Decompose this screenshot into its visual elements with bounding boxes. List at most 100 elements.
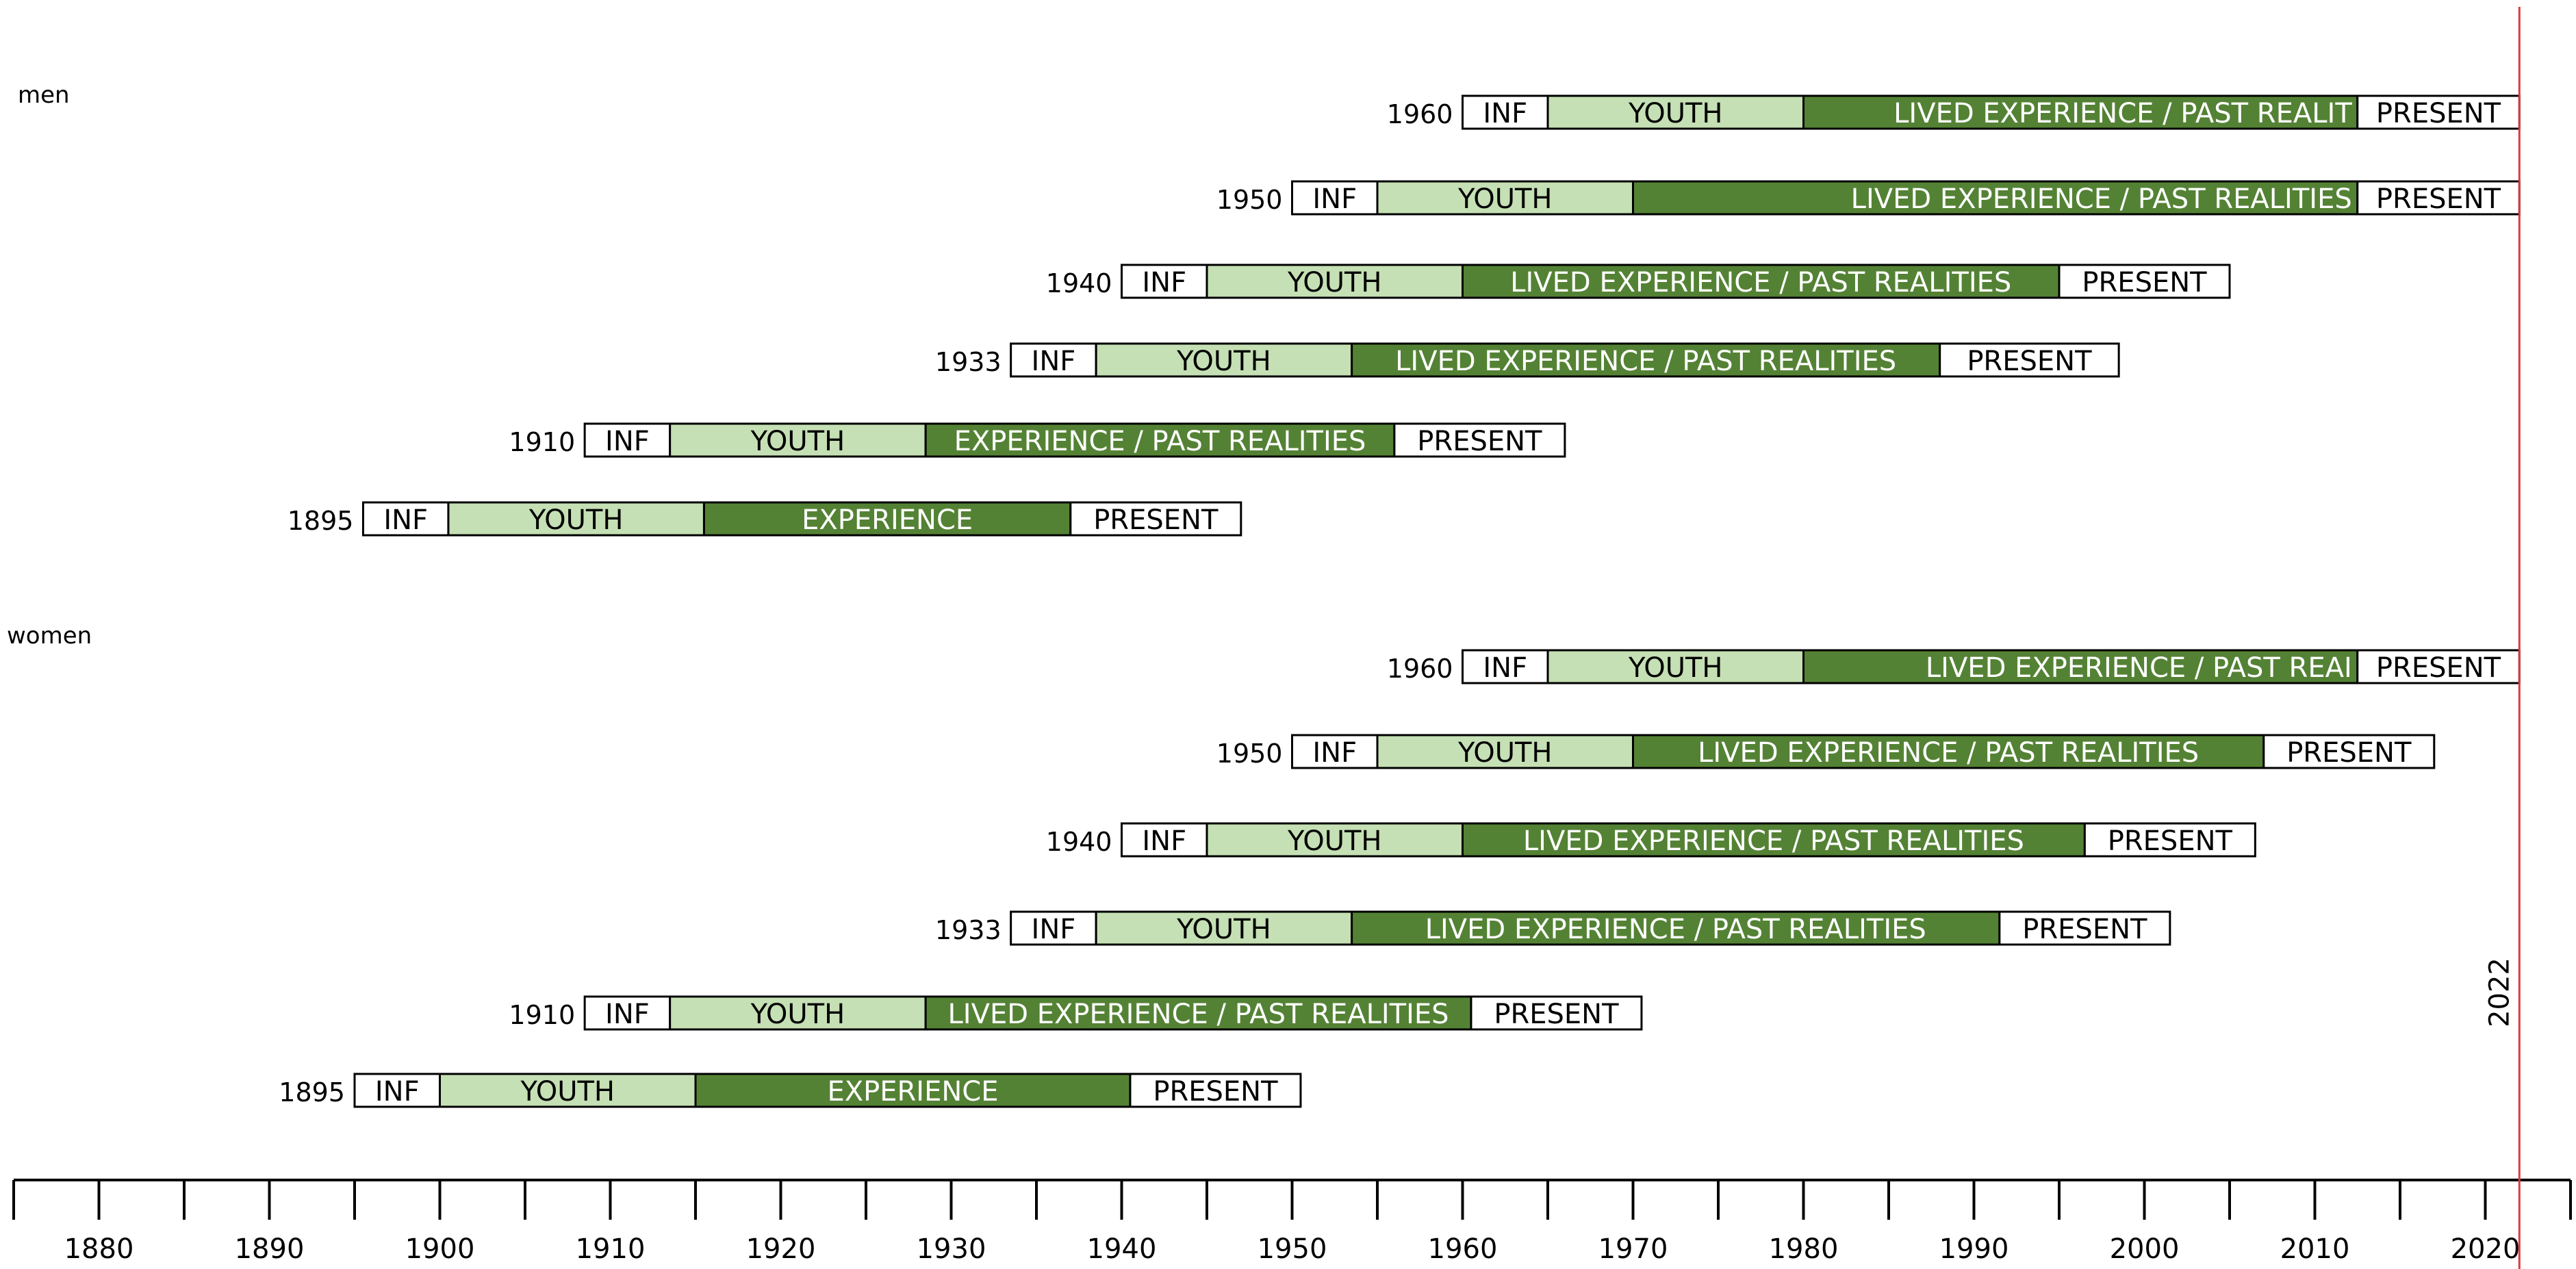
x-axis-tick-label: 1930 — [917, 1233, 986, 1265]
segment-present — [1129, 1073, 1302, 1108]
segment-label-experience: LIVED EXPERIENCE / PAST REALITIES — [1395, 346, 1896, 377]
segment-label-youth: YOUTH — [1287, 267, 1382, 298]
segment-present — [2356, 649, 2521, 684]
segment-label-inf: INF — [1312, 183, 1357, 215]
segment-label-present: PRESENT — [2108, 825, 2233, 857]
segment-label-present: PRESENT — [1967, 346, 2092, 377]
segment-experience — [694, 1073, 1132, 1108]
segment-label-experience: EXPERIENCE — [827, 1076, 998, 1107]
segment-label-youth: YOUTH — [1457, 183, 1553, 215]
segment-label-experience: LIVED EXPERIENCE / PAST REALITIES — [1510, 267, 2011, 298]
segment-label-present: PRESENT — [2022, 914, 2147, 945]
birth-year-label: 1950 — [1216, 739, 1283, 769]
timeline-row-women-1895: 1895 INF YOUTH EXPERIENCE PRESENT — [279, 1073, 1302, 1108]
birth-year-label: 1940 — [1046, 827, 1112, 857]
segment-present — [1470, 995, 1643, 1031]
group-label-women: women — [7, 622, 92, 650]
segment-label-inf: INF — [383, 504, 428, 536]
segment-present — [2262, 734, 2436, 769]
segment-label-inf: INF — [605, 426, 650, 457]
segment-label-experience: LIVED EXPERIENCE / PAST REALITIES — [1523, 825, 2024, 857]
birth-year-label: 1910 — [509, 1000, 575, 1030]
segment-label-inf: INF — [1483, 98, 1527, 129]
segment-experience — [702, 501, 1072, 537]
segment-label-youth: YOUTH — [750, 999, 845, 1030]
segment-inf — [1010, 910, 1097, 946]
segment-experience — [1802, 94, 2359, 130]
segment-inf — [1291, 180, 1379, 216]
segment-label-present: PRESENT — [1093, 504, 1219, 536]
segment-inf — [353, 1073, 441, 1108]
segment-label-experience: EXPERIENCE — [802, 504, 973, 536]
birth-year-label: 1950 — [1216, 185, 1283, 215]
birth-year-label: 1960 — [1387, 654, 1453, 684]
segment-experience — [1462, 822, 2086, 858]
x-axis-tick-label: 1990 — [1939, 1233, 2009, 1265]
segment-present — [1069, 501, 1242, 537]
segment-experience — [1632, 734, 2265, 769]
segment-label-inf: INF — [1032, 346, 1076, 377]
segment-label-youth: YOUTH — [1287, 825, 1382, 857]
segment-label-inf: INF — [1142, 267, 1186, 298]
segment-label-inf: INF — [1312, 737, 1357, 769]
segment-label-experience: LIVED EXPERIENCE / PAST REALITIES — [1698, 737, 2199, 769]
timeline-row-men-1910: 1910 INF YOUTH EXPERIENCE / PAST REALITIES P… — [509, 422, 1566, 458]
birth-year-label: 1933 — [935, 915, 1002, 945]
segment-youth — [1376, 180, 1634, 216]
segment-label-present: PRESENT — [1417, 426, 1542, 457]
x-axis-tick-label: 1970 — [1598, 1233, 1668, 1265]
x-axis-tick-label: 1980 — [1769, 1233, 1839, 1265]
segment-label-present: PRESENT — [2376, 98, 2501, 129]
segment-label-experience: LIVED EXPERIENCE / PAST REAI — [1926, 652, 2352, 684]
segment-label-youth: YOUTH — [1176, 346, 1271, 377]
segment-label-experience: LIVED EXPERIENCE / PAST REALITIES — [1851, 183, 2352, 215]
x-axis-tick-label: 1890 — [235, 1233, 305, 1265]
x-axis: 1880 1890 1900 1910 1920 1930 1940 1950 1960 1970… — [12, 1179, 2572, 1265]
birth-year-label: 1895 — [279, 1077, 345, 1107]
segment-label-youth: YOUTH — [528, 504, 624, 536]
birth-year-label: 1940 — [1046, 268, 1112, 298]
segment-label-experience: LIVED EXPERIENCE / PAST REALITIES — [1425, 914, 1926, 945]
segment-label-present: PRESENT — [2376, 652, 2501, 684]
segment-label-inf: INF — [605, 999, 650, 1030]
timeline-row-women-1933: 1933 INF YOUTH LIVED EXPERIENCE / PAST REAL… — [935, 910, 2171, 946]
segment-youth — [439, 1073, 697, 1108]
segment-label-present: PRESENT — [2082, 267, 2207, 298]
reference-year-label: 2022 — [2484, 958, 2515, 1027]
x-axis-tick-label: 1900 — [405, 1233, 475, 1265]
segment-label-inf: INF — [1483, 652, 1527, 684]
x-axis-tick-label: 1940 — [1087, 1233, 1157, 1265]
segment-label-experience: LIVED EXPERIENCE / PAST REALIT — [1893, 98, 2352, 129]
segment-present — [2356, 180, 2521, 216]
segment-experience — [924, 422, 1396, 458]
segment-youth — [1095, 910, 1353, 946]
segment-label-youth: YOUTH — [1457, 737, 1553, 769]
segment-inf — [361, 501, 450, 537]
timeline-row-men-1960: 1960 INF YOUTH LIVED EXPERIENCE / PAST REAL… — [1387, 94, 2521, 130]
x-axis-tick-label: 1960 — [1428, 1233, 1498, 1265]
segment-youth — [1095, 342, 1353, 378]
segment-label-youth: YOUTH — [1628, 652, 1723, 684]
timeline-rows: 1960 INF YOUTH LIVED EXPERIENCE / PAST REAL… — [279, 94, 2521, 1108]
segment-present — [1393, 422, 1566, 458]
birth-year-label: 1960 — [1387, 99, 1453, 129]
timeline-row-men-1933: 1933 INF YOUTH LIVED EXPERIENCE / PAST REAL… — [935, 342, 2120, 378]
x-axis-tick-label: 2010 — [2280, 1233, 2350, 1265]
timeline-row-men-1950: 1950 INF YOUTH LIVED EXPERIENCE / PAST REAL… — [1216, 180, 2521, 216]
segment-present — [1998, 910, 2171, 946]
timeline-row-women-1940: 1940 INF YOUTH LIVED EXPERIENCE / PAST REAL… — [1046, 822, 2256, 858]
x-axis-tick-label: 2000 — [2110, 1233, 2180, 1265]
segment-inf — [1291, 734, 1379, 769]
segment-label-youth: YOUTH — [520, 1076, 615, 1107]
segment-label-youth: YOUTH — [750, 426, 845, 457]
segment-youth — [1206, 822, 1464, 858]
timeline-row-women-1950: 1950 INF YOUTH LIVED EXPERIENCE / PAST REAL… — [1216, 734, 2436, 769]
segment-label-inf: INF — [375, 1076, 420, 1107]
segment-present — [1939, 342, 2120, 378]
segment-label-present: PRESENT — [1153, 1076, 1278, 1107]
segment-youth — [1206, 264, 1464, 299]
segment-inf — [1010, 342, 1097, 378]
segment-youth — [447, 501, 705, 537]
segment-inf — [1462, 649, 1549, 684]
